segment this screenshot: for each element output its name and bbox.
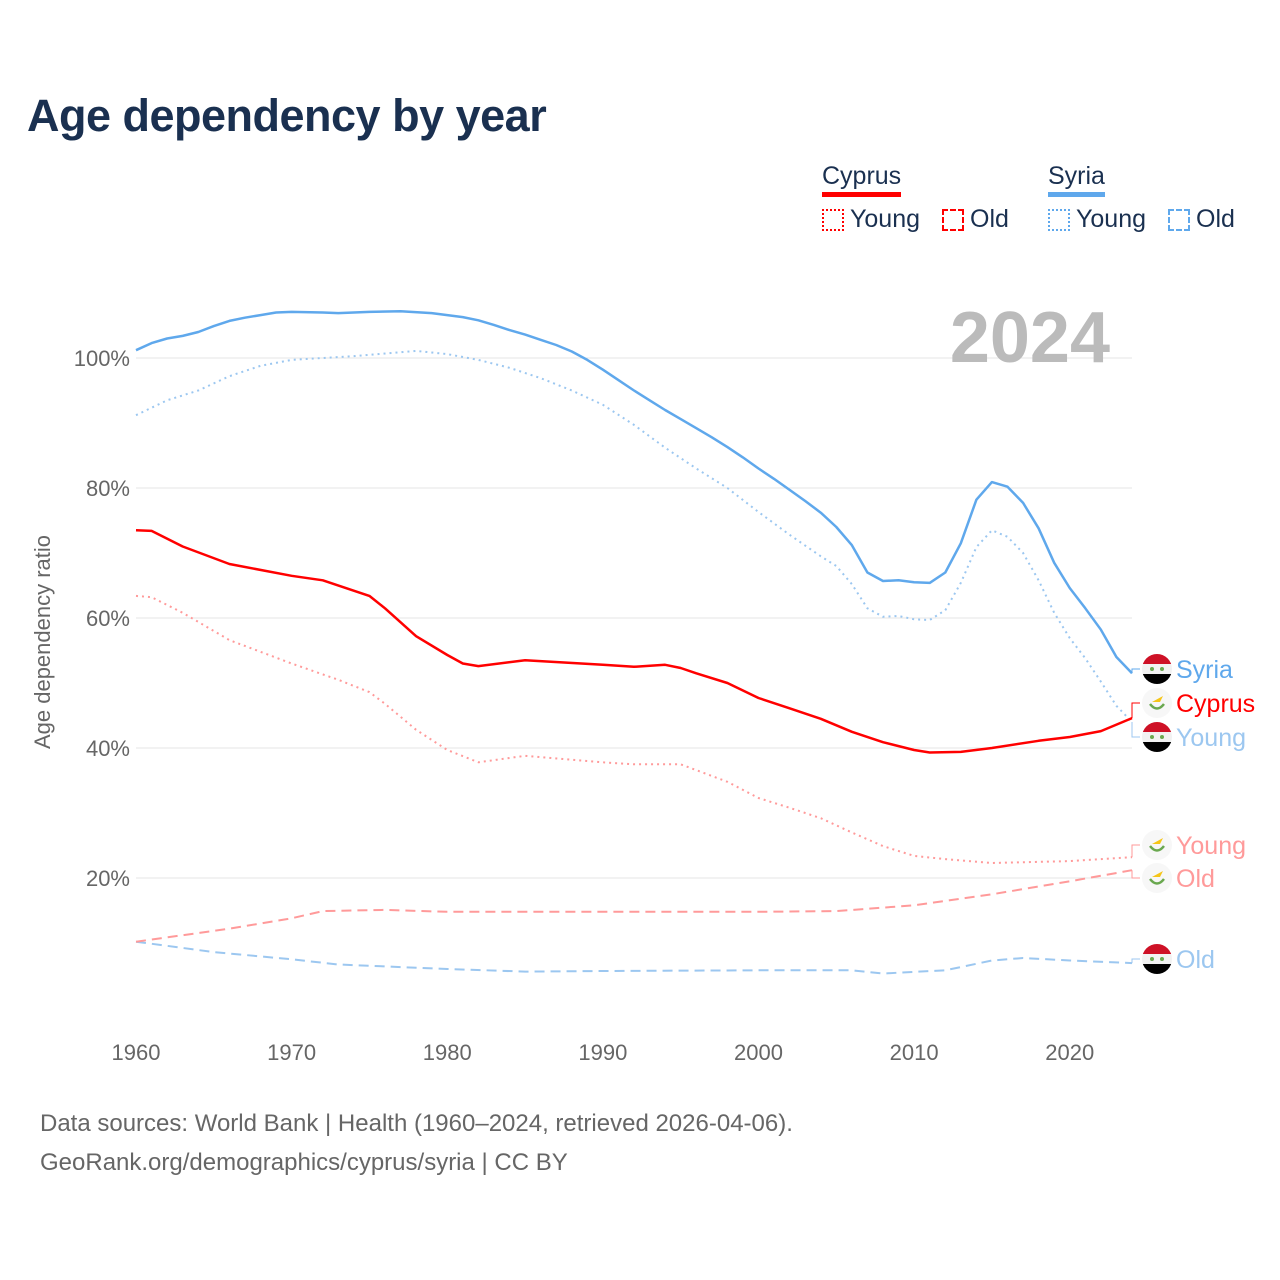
y-axis-label: Age dependency ratio (30, 535, 55, 749)
x-tick-label: 2000 (734, 1040, 783, 1065)
footer-attribution: GeoRank.org/demographics/cyprus/syria | … (40, 1149, 568, 1176)
label-connector (1131, 958, 1140, 964)
series-line-syria (135, 309, 1133, 675)
series-line-syria-old (135, 940, 1133, 975)
dotted-swatch-icon (822, 208, 844, 231)
end-label: Cyprus (1176, 690, 1255, 718)
label-connector (1131, 668, 1140, 674)
label-connector (1131, 722, 1140, 738)
cyprus-flag-icon (1142, 688, 1172, 718)
y-tick-label: 20% (86, 866, 130, 891)
cyprus-flag-icon (1142, 863, 1172, 893)
x-tick-label: 1970 (267, 1040, 316, 1065)
label-connector (1131, 870, 1140, 879)
syria-flag-icon (1142, 944, 1172, 974)
legend-cyprus-old: Old (942, 205, 1009, 234)
legend-syria-old: Old (1168, 205, 1235, 234)
year-label: 2024 (950, 298, 1110, 378)
y-tick-label: 40% (86, 736, 130, 761)
cyprus-flag-icon (1142, 830, 1172, 860)
legend-syria-bar (1048, 192, 1105, 197)
dotted-swatch-icon (1048, 208, 1070, 231)
legend-label: Old (1196, 205, 1235, 233)
end-label: Young (1176, 832, 1246, 860)
legend-label: Young (850, 205, 920, 233)
dashed-swatch-icon (1168, 208, 1190, 231)
legend-cyprus: Cyprus (822, 162, 902, 197)
y-tick-label: 100% (74, 346, 130, 371)
legend-label: Young (1076, 205, 1146, 233)
end-label: Syria (1176, 656, 1233, 684)
legend-label: Old (970, 205, 1009, 233)
legend-syria-label: Syria (1048, 162, 1105, 190)
legend-syria-young: Young (1048, 205, 1146, 234)
y-tick-label: 60% (86, 606, 130, 631)
label-connector (1131, 844, 1140, 858)
legend-syria: Syria (1048, 162, 1105, 197)
chart-title: Age dependency by year (27, 90, 547, 141)
dashed-swatch-icon (942, 208, 964, 231)
x-tick-label: 2010 (890, 1040, 939, 1065)
end-label: Young (1176, 724, 1246, 752)
label-connector (1131, 702, 1140, 719)
end-label: Old (1176, 946, 1215, 974)
series-line-cyprus-old (135, 869, 1133, 943)
x-tick-label: 1960 (112, 1040, 161, 1065)
x-tick-label: 1990 (578, 1040, 627, 1065)
end-label: Old (1176, 865, 1215, 893)
y-tick-label: 80% (86, 476, 130, 501)
footer-sources: Data sources: World Bank | Health (1960–… (40, 1110, 793, 1137)
x-tick-label: 2020 (1045, 1040, 1094, 1065)
series-line-cyprus (135, 529, 1133, 754)
legend-cyprus-bar (822, 192, 902, 197)
syria-flag-icon (1142, 722, 1172, 752)
series-line-cyprus-young (135, 594, 1133, 864)
x-tick-label: 1980 (423, 1040, 472, 1065)
syria-flag-icon (1142, 654, 1172, 684)
legend-cyprus-young: Young (822, 205, 920, 234)
series-line-syria-young (135, 349, 1133, 723)
legend-cyprus-label: Cyprus (822, 162, 902, 190)
